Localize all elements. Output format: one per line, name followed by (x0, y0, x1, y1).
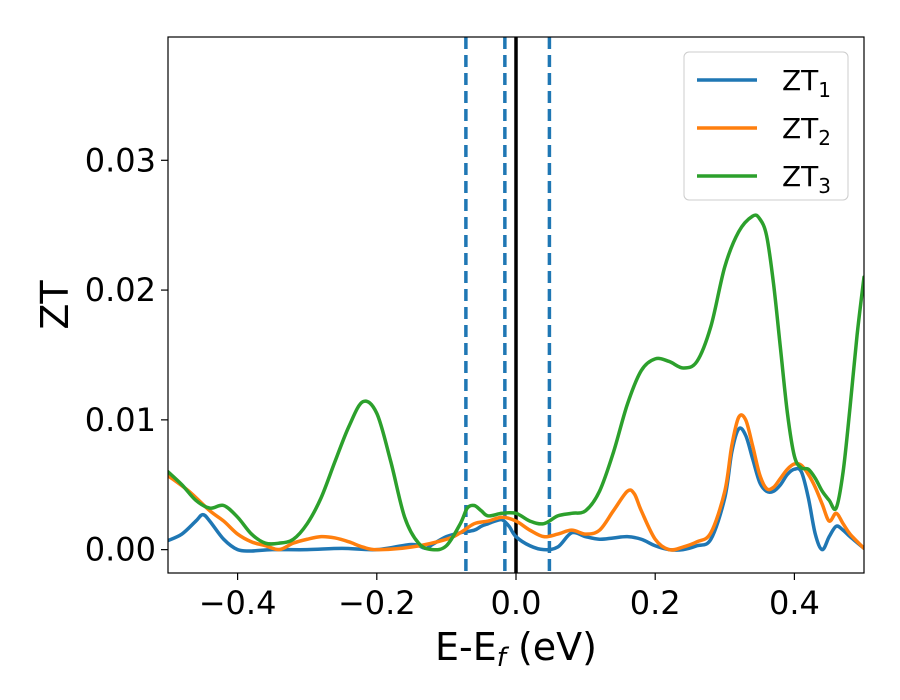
y-tick-label: 0.01 (85, 401, 156, 439)
x-axis-title-unit: (eV) (506, 625, 597, 669)
series-line-zt3 (168, 213, 864, 552)
vertical-marker-lines (464, 37, 552, 573)
series-layer (168, 213, 864, 553)
y-tick-label: 0.00 (85, 531, 156, 569)
y-axis-ticks: 0.00 0.01 0.02 0.03 (85, 141, 168, 569)
y-tick-label: 0.02 (85, 271, 156, 309)
x-tick-label: 0.4 (769, 584, 820, 622)
legend: ZT1 ZT2 ZT3 (683, 51, 849, 201)
legend-label-zt1: ZT1 (782, 64, 831, 102)
x-axis-title-main: E-E (435, 625, 497, 669)
y-axis-title: ZT (33, 280, 77, 330)
x-axis-title: E-Ef (eV) (435, 625, 597, 673)
x-tick-label: −0.2 (338, 584, 416, 622)
y-tick-label: 0.03 (85, 141, 156, 179)
x-tick-label: 0.2 (630, 584, 681, 622)
legend-label-zt2: ZT2 (782, 112, 831, 150)
legend-label-zt3: ZT3 (782, 160, 831, 198)
legend-box (683, 51, 849, 201)
x-axis-ticks: −0.4 −0.2 0.0 0.2 0.4 (199, 573, 820, 622)
x-tick-label: −0.4 (199, 584, 277, 622)
x-tick-label: 0.0 (491, 584, 542, 622)
series-line-zt2 (168, 413, 864, 552)
series-line-zt1 (168, 426, 864, 553)
